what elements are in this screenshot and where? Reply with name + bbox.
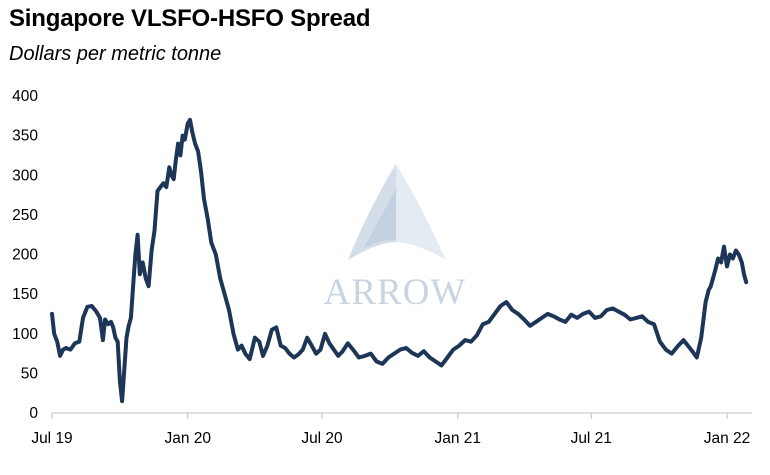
y-tick-label: 400 <box>12 88 38 105</box>
sail-shape-right <box>396 164 446 260</box>
y-tick-label: 150 <box>12 286 38 303</box>
x-tick-label: Jul 19 <box>31 430 72 447</box>
y-tick-label: 100 <box>12 326 38 343</box>
y-tick-label: 300 <box>12 167 38 184</box>
x-tick-label: Jan 21 <box>434 430 481 447</box>
y-tick-label: 50 <box>21 365 39 382</box>
x-axis: Jul 19 Jan 20 Jul 20 Jan 21 Jul 21 Jan 22 <box>31 413 750 447</box>
y-tick-label: 350 <box>12 128 38 145</box>
y-axis: 0 50 100 150 200 250 300 350 400 <box>12 88 38 422</box>
chart-title: Singapore VLSFO-HSFO Spread <box>9 5 371 32</box>
y-tick-label: 250 <box>12 207 38 224</box>
arrow-logo-watermark: ARROW <box>324 164 467 313</box>
watermark-text: ARROW <box>324 272 467 313</box>
y-tick-label: 0 <box>29 405 38 422</box>
x-tick-label: Jul 20 <box>301 430 343 447</box>
chart-subtitle: Dollars per metric tonne <box>9 43 222 65</box>
x-tick-label: Jan 20 <box>164 430 211 447</box>
spread-series-line <box>50 117 749 404</box>
sail-highlight <box>364 188 396 248</box>
y-tick-label: 200 <box>12 247 38 264</box>
x-tick-label: Jan 22 <box>704 430 751 447</box>
x-tick-label: Jul 21 <box>571 430 612 447</box>
